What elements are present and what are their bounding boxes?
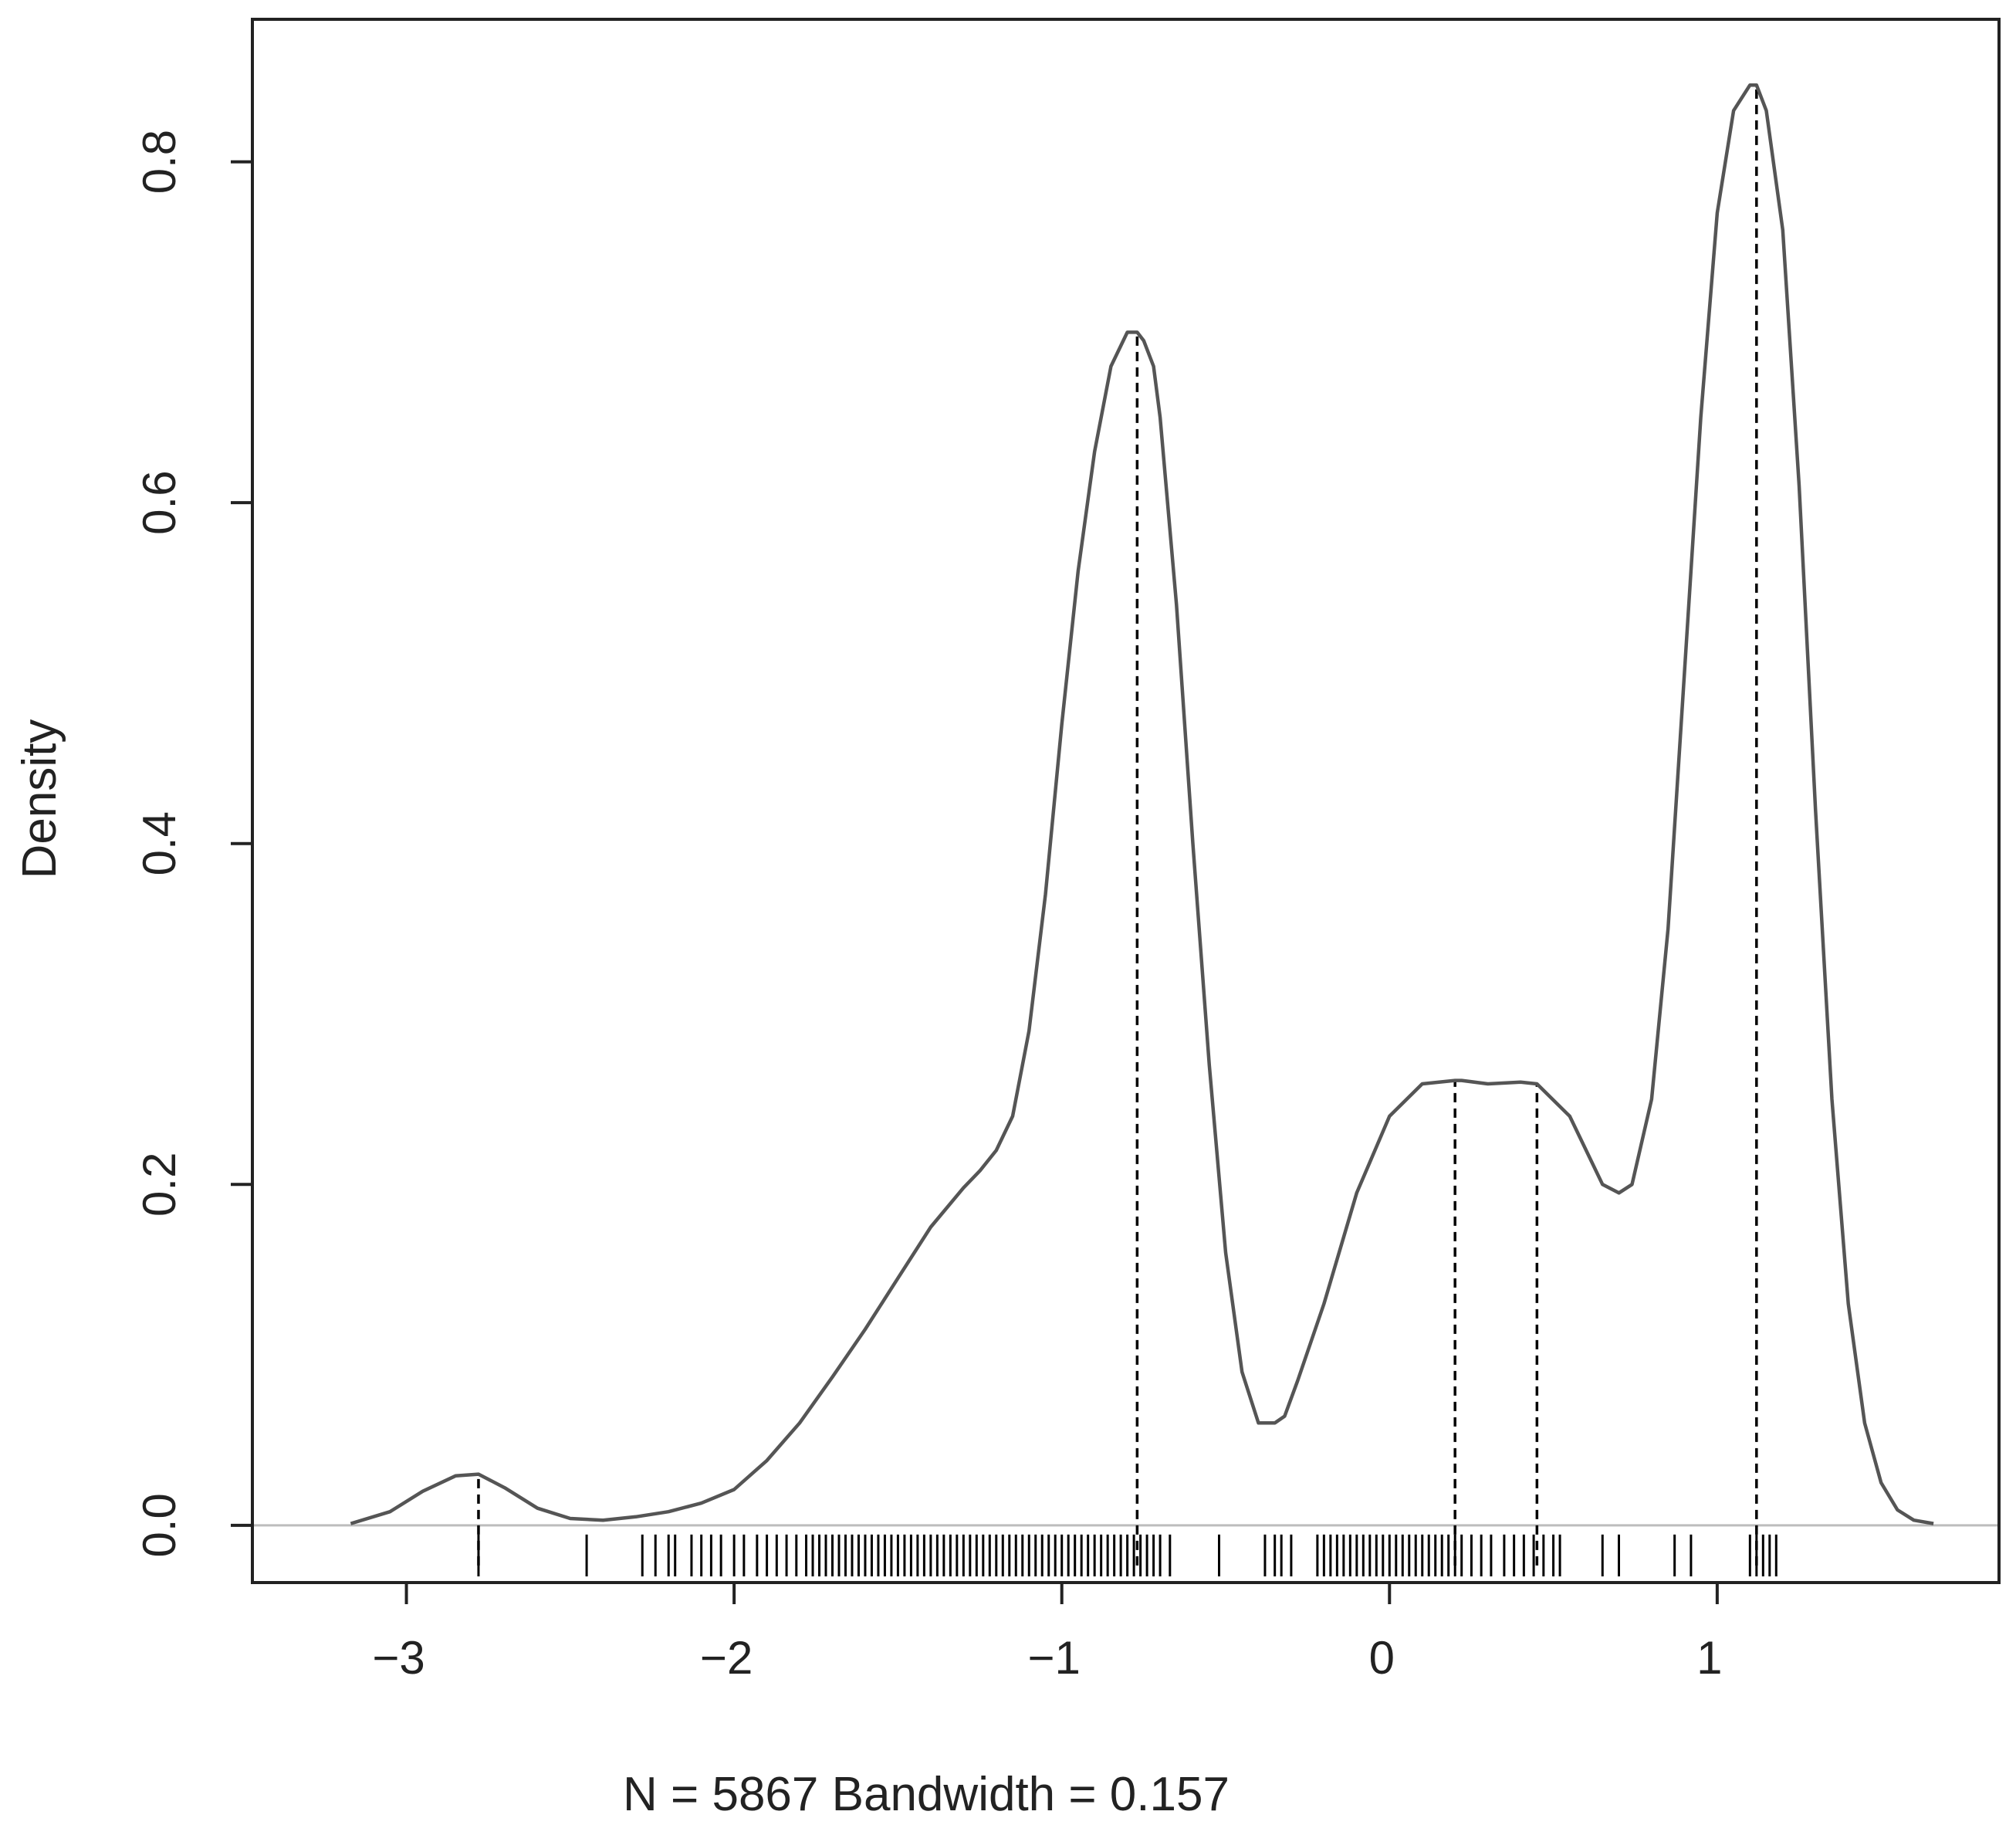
mode-lines (477, 85, 1758, 1566)
x-tick-label: −2 (700, 1632, 753, 1684)
y-tick-label: 0.4 (134, 811, 185, 875)
y-axis-label: Density (13, 719, 66, 879)
plot-frame (251, 18, 2001, 1584)
x-tick-label: −1 (1027, 1632, 1080, 1684)
x-axis-label: N = 5867 Bandwidth = 0.157 (623, 1768, 1230, 1821)
y-tick-label: 0.2 (134, 1153, 185, 1217)
x-tick-label: 1 (1696, 1632, 1722, 1684)
y-tick-label: 0.8 (134, 130, 185, 194)
x-axis: −3 −2 −1 0 1 (372, 1583, 1723, 1684)
density-curve (350, 83, 1934, 1525)
y-tick-label: 0.0 (134, 1493, 185, 1557)
x-tick-label: 0 (1369, 1632, 1395, 1684)
x-tick-label: −3 (372, 1632, 425, 1684)
y-axis: 0.0 0.2 0.4 0.6 0.8 (134, 130, 252, 1558)
y-tick-label: 0.6 (134, 470, 185, 534)
